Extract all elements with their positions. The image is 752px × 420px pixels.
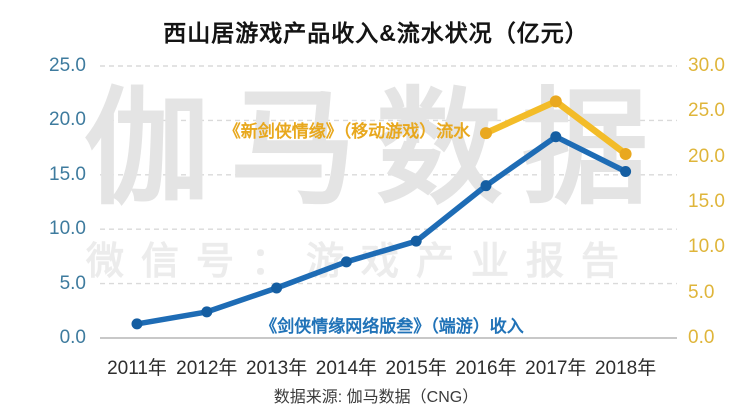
right-axis-tick: 30.0: [688, 55, 725, 76]
right-axis-tick: 25.0: [688, 100, 725, 122]
x-axis-label: 2014年: [315, 358, 378, 379]
left-axis-tick: 10.0: [49, 218, 86, 240]
x-axis-label: 2018年: [594, 358, 657, 379]
x-axis-label: 2016年: [455, 358, 517, 379]
x-axis-label: 2011年: [107, 358, 167, 379]
left-axis-tick: 20.0: [49, 109, 86, 131]
right-axis-tick: 0.0: [688, 327, 715, 348]
data-point-mobile-flow: [619, 147, 632, 160]
left-axis-tick: 25.0: [49, 55, 86, 76]
right-axis-tick: 10.0: [688, 236, 725, 258]
data-point-mobile-flow: [480, 127, 492, 140]
data-point-pc-revenue: [550, 131, 562, 143]
x-axis-label: 2013年: [245, 358, 308, 379]
data-point-mobile-flow: [549, 95, 562, 108]
left-axis-tick: 15.0: [49, 163, 86, 185]
data-point-pc-revenue: [620, 166, 632, 178]
chart-title: 西山居游戏产品收入&流水状况（亿元）: [163, 20, 589, 46]
data-point-pc-revenue: [131, 318, 143, 330]
right-axis-tick: 5.0: [688, 281, 715, 303]
right-axis-tick: 20.0: [688, 145, 725, 167]
data-source: 数据来源: 伽马数据（CNG）: [273, 389, 479, 406]
x-axis-label: 2017年: [525, 358, 587, 379]
left-axis-tick: 0.0: [59, 327, 86, 348]
data-point-pc-revenue: [201, 306, 213, 318]
series-label-pc-revenue: 《剑侠情缘网络版叁》（端游）收入: [260, 317, 524, 336]
series-line-mobile-flow: [482, 98, 629, 158]
left-axis-tick: 5.0: [59, 272, 86, 294]
series-line-pc-revenue: [134, 133, 629, 327]
x-axis-label: 2012年: [176, 358, 238, 379]
data-point-pc-revenue: [480, 180, 492, 192]
right-axis-tick: 15.0: [688, 191, 725, 212]
data-point-pc-revenue: [410, 235, 422, 247]
data-point-pc-revenue: [340, 256, 352, 268]
x-axis-label: 2015年: [385, 358, 447, 379]
data-point-pc-revenue: [271, 282, 283, 294]
series-label-mobile-flow: 《新剑侠情缘》（移动游戏）流水: [223, 122, 471, 141]
